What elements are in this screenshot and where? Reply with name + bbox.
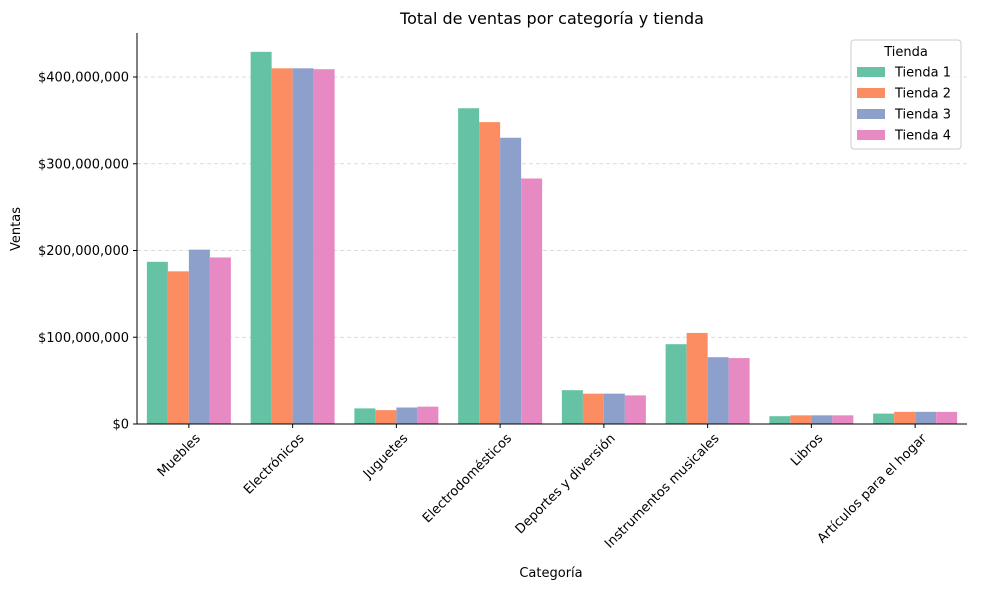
legend-entry-label: Tienda 4 xyxy=(894,129,951,144)
y-axis-label: Ventas xyxy=(9,207,24,251)
legend-swatch xyxy=(857,130,885,140)
bar xyxy=(458,108,480,424)
x-tick-label: Electrodomésticos xyxy=(420,431,515,526)
legend-swatch xyxy=(857,88,885,98)
y-axis-ticks: $0 $100,000,000 $200,000,000 $300,000,000 $4… xyxy=(38,71,137,433)
x-tick-label: Muebles xyxy=(155,431,204,480)
legend-entry-label: Tienda 2 xyxy=(894,87,951,102)
bar xyxy=(521,178,543,424)
legend-swatch xyxy=(857,67,885,77)
grid-lines xyxy=(137,76,967,338)
bar xyxy=(665,344,687,424)
bar xyxy=(769,416,791,424)
bar xyxy=(728,358,750,424)
chart-title: Total de ventas por categoría y tienda xyxy=(399,9,704,28)
bars xyxy=(146,51,958,425)
bar xyxy=(188,249,210,424)
legend: Tienda Tienda 1 Tienda 2 Tienda 3 Tienda 4 xyxy=(850,39,962,150)
legend-entry-label: Tienda 3 xyxy=(894,108,951,123)
legend-title: Tienda xyxy=(883,45,928,60)
x-tick-label: Instrumentos musicales xyxy=(602,431,722,551)
bar xyxy=(936,411,958,424)
bar xyxy=(790,415,812,424)
bar xyxy=(250,51,272,424)
bar xyxy=(396,407,418,424)
bar xyxy=(146,261,168,424)
bar xyxy=(209,257,231,424)
bar xyxy=(603,393,625,424)
bar xyxy=(832,415,854,424)
x-axis-label: Categoría xyxy=(519,566,582,581)
bar xyxy=(686,332,708,424)
x-tick-label: Electrónicos xyxy=(241,431,307,497)
bar xyxy=(582,393,604,424)
x-axis-ticks: Muebles Electrónicos Juguetes Electrodomést… xyxy=(155,424,931,552)
bar xyxy=(561,390,583,424)
bar xyxy=(375,410,397,424)
bar xyxy=(479,122,501,425)
bar xyxy=(354,408,376,424)
bar xyxy=(292,68,314,424)
bar xyxy=(167,271,189,424)
bar xyxy=(811,415,833,424)
y-tick-label: $100,000,000 xyxy=(38,331,129,346)
legend-entry-label: Tienda 1 xyxy=(894,66,951,81)
bar xyxy=(873,413,895,424)
x-tick-label: Artículos para el hogar xyxy=(815,431,931,547)
axes xyxy=(136,33,967,425)
bar xyxy=(915,411,937,424)
x-tick-label: Libros xyxy=(788,431,826,469)
y-tick-label: $200,000,000 xyxy=(38,244,129,259)
bar xyxy=(894,411,916,424)
y-tick-label: $0 xyxy=(112,418,129,433)
x-tick-label: Juguetes xyxy=(360,431,411,482)
y-tick-label: $300,000,000 xyxy=(38,157,129,172)
legend-swatch xyxy=(857,109,885,119)
bar xyxy=(271,68,293,424)
x-tick-label: Deportes y diversión xyxy=(513,431,619,537)
bar xyxy=(417,406,439,424)
bar xyxy=(707,357,729,424)
bar xyxy=(313,69,335,424)
bar xyxy=(500,137,522,424)
bar xyxy=(624,395,646,424)
y-tick-label: $400,000,000 xyxy=(38,71,129,86)
